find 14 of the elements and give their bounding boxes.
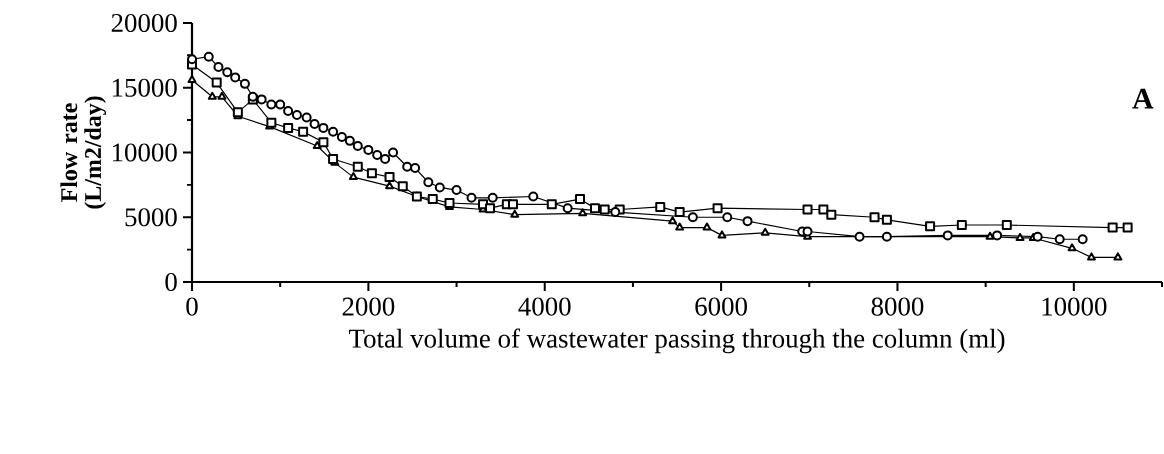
y-tick-label: 10000 [112, 143, 177, 162]
x-tick-label: 0 [186, 297, 198, 316]
y-tick-label: 20000 [111, 13, 177, 33]
x-tick-label: 2000 [342, 297, 395, 316]
y-tick-label: 15000 [112, 78, 177, 97]
x-tick-label: 4000 [518, 297, 571, 316]
annotation: A [1132, 88, 1154, 109]
x-tick-label: 10000 [1042, 297, 1107, 316]
x-tick-label: 8000 [871, 297, 924, 316]
x-axis-title: Total volume of wastewater passing through the column (ml) [348, 328, 1005, 354]
x-tick-label: 6000 [695, 297, 747, 316]
y-tick-label: 0 [165, 272, 177, 292]
y-tick-label: 5000 [125, 208, 177, 227]
y-axis-title: Flow rate (L/m2/day) [60, 96, 107, 209]
